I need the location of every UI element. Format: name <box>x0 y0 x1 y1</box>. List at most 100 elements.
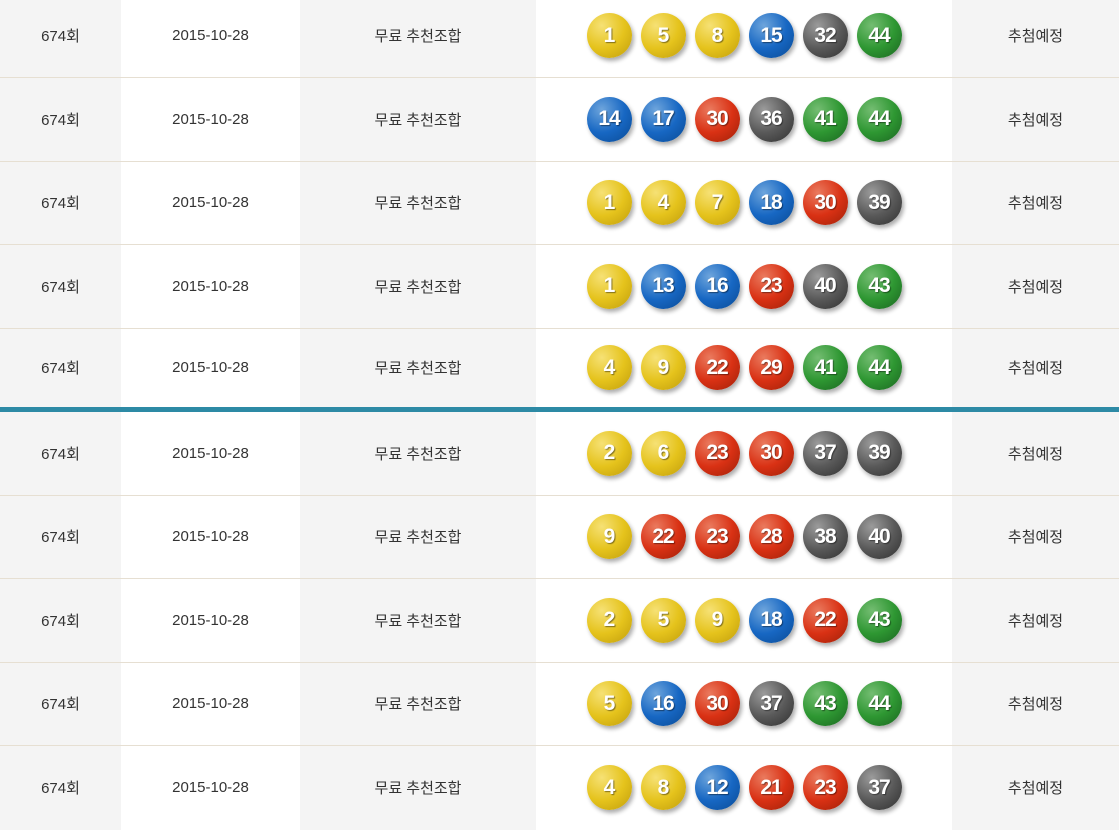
type-cell: 무료 추천조합 <box>300 579 536 662</box>
lotto-ball-yellow: 5 <box>640 13 686 59</box>
date-cell: 2015-10-28 <box>121 328 300 407</box>
date-label: 2015-10-28 <box>172 359 249 377</box>
date-label: 2015-10-28 <box>172 779 249 797</box>
status-cell: 추첨예정 <box>952 495 1119 578</box>
round-cell: 674회 <box>0 78 121 161</box>
combination-type-label: 무료 추천조합 <box>374 28 462 46</box>
lotto-ball-blue: 17 <box>640 96 686 142</box>
date-label: 2015-10-28 <box>172 695 249 713</box>
status-label: 추첨예정 <box>1007 445 1064 463</box>
combination-type-label: 무료 추천조합 <box>374 111 462 129</box>
date-cell: 2015-10-28 <box>121 0 300 77</box>
lotto-ball-green: 44 <box>856 13 902 59</box>
date-label: 2015-10-28 <box>172 277 249 295</box>
type-cell: 무료 추천조합 <box>300 78 536 161</box>
table-row: 674회 2015-10-28 무료 추천조합 1 5 8 15 32 44 추첨예정 <box>0 0 1119 78</box>
lotto-ball-blue: 12 <box>694 765 740 811</box>
lotto-ball-yellow: 5 <box>586 681 632 727</box>
type-cell: 무료 추천조합 <box>300 0 536 77</box>
date-cell: 2015-10-28 <box>121 161 300 244</box>
combination-type-label: 무료 추천조합 <box>374 278 462 296</box>
lotto-ball-red: 23 <box>694 430 740 476</box>
lotto-ball-yellow: 9 <box>694 597 740 643</box>
lotto-ball-red: 23 <box>748 263 794 309</box>
date-label: 2015-10-28 <box>172 194 249 212</box>
status-cell: 추첨예정 <box>952 245 1119 328</box>
status-cell: 추첨예정 <box>952 746 1119 830</box>
lotto-ball-yellow: 2 <box>586 430 632 476</box>
table-row: 674회 2015-10-28 무료 추천조합 5 16 30 37 43 44 추첨예정 <box>0 662 1119 746</box>
numbers-cell: 4 9 22 29 41 44 <box>536 328 952 407</box>
date-cell: 2015-10-28 <box>121 495 300 578</box>
lotto-ball-red: 22 <box>802 597 848 643</box>
lotto-ball-green: 44 <box>856 96 902 142</box>
lotto-ball-yellow: 1 <box>586 180 632 226</box>
table-row: 674회 2015-10-28 무료 추천조합 2 6 23 30 37 39 추첨예정 <box>0 412 1119 496</box>
numbers-cell: 4 8 12 21 23 37 <box>536 746 952 830</box>
combination-type-label: 무료 추천조합 <box>374 360 462 378</box>
type-cell: 무료 추천조합 <box>300 245 536 328</box>
date-label: 2015-10-28 <box>172 27 249 45</box>
table-row: 674회 2015-10-28 무료 추천조합 1 13 16 23 40 43 추첨예정 <box>0 245 1119 329</box>
lotto-ball-red: 21 <box>748 765 794 811</box>
round-cell: 674회 <box>0 495 121 578</box>
date-cell: 2015-10-28 <box>121 245 300 328</box>
lotto-ball-yellow: 9 <box>640 345 686 391</box>
combination-type-label: 무료 추천조합 <box>374 780 462 798</box>
lotto-ball-blue: 18 <box>748 180 794 226</box>
lotto-ball-green: 44 <box>856 345 902 391</box>
lotto-ball-red: 23 <box>694 514 740 560</box>
lotto-ball-green: 41 <box>802 345 848 391</box>
table-row: 674회 2015-10-28 무료 추천조합 1 4 7 18 30 39 추첨예정 <box>0 161 1119 245</box>
status-cell: 추첨예정 <box>952 412 1119 495</box>
date-cell: 2015-10-28 <box>121 78 300 161</box>
table-row: 674회 2015-10-28 무료 추천조합 9 22 23 28 38 40 추첨예정 <box>0 495 1119 579</box>
type-cell: 무료 추천조합 <box>300 662 536 745</box>
round-label: 674회 <box>41 360 80 378</box>
round-cell: 674회 <box>0 0 121 77</box>
round-label: 674회 <box>41 28 80 46</box>
lotto-ball-green: 43 <box>856 263 902 309</box>
lotto-ball-yellow: 4 <box>640 180 686 226</box>
status-cell: 추첨예정 <box>952 662 1119 745</box>
lotto-ball-gray: 32 <box>802 13 848 59</box>
status-cell: 추첨예정 <box>952 0 1119 77</box>
lotto-ball-gray: 37 <box>802 430 848 476</box>
numbers-cell: 5 16 30 37 43 44 <box>536 662 952 745</box>
lotto-ball-gray: 39 <box>856 430 902 476</box>
status-label: 추첨예정 <box>1007 195 1064 213</box>
status-label: 추첨예정 <box>1007 529 1064 547</box>
date-label: 2015-10-28 <box>172 611 249 629</box>
numbers-cell: 1 4 7 18 30 39 <box>536 161 952 244</box>
lotto-ball-blue: 16 <box>694 263 740 309</box>
date-label: 2015-10-28 <box>172 110 249 128</box>
type-cell: 무료 추천조합 <box>300 746 536 830</box>
numbers-cell: 2 5 9 18 22 43 <box>536 579 952 662</box>
combination-type-label: 무료 추천조합 <box>374 696 462 714</box>
lotto-ball-green: 43 <box>802 681 848 727</box>
lotto-ball-green: 41 <box>802 96 848 142</box>
lotto-ball-gray: 39 <box>856 180 902 226</box>
status-cell: 추첨예정 <box>952 579 1119 662</box>
lotto-ball-yellow: 6 <box>640 430 686 476</box>
round-cell: 674회 <box>0 579 121 662</box>
lotto-ball-yellow: 9 <box>586 514 632 560</box>
lotto-ball-gray: 40 <box>802 263 848 309</box>
lotto-ball-yellow: 4 <box>586 765 632 811</box>
table-row: 674회 2015-10-28 무료 추천조합 4 8 12 21 23 37 추첨예정 <box>0 746 1119 830</box>
lotto-ball-gray: 38 <box>802 514 848 560</box>
status-cell: 추첨예정 <box>952 78 1119 161</box>
type-cell: 무료 추천조합 <box>300 328 536 407</box>
status-label: 추첨예정 <box>1007 360 1064 378</box>
lotto-ball-blue: 15 <box>748 13 794 59</box>
lotto-ball-red: 30 <box>694 681 740 727</box>
status-label: 추첨예정 <box>1007 28 1064 46</box>
lotto-ball-red: 23 <box>802 765 848 811</box>
round-cell: 674회 <box>0 328 121 407</box>
lotto-ball-red: 22 <box>694 345 740 391</box>
table-row: 674회 2015-10-28 무료 추천조합 14 17 30 36 41 44 추첨예… <box>0 78 1119 162</box>
round-cell: 674회 <box>0 245 121 328</box>
numbers-cell: 2 6 23 30 37 39 <box>536 412 952 495</box>
combination-type-label: 무료 추천조합 <box>374 612 462 630</box>
